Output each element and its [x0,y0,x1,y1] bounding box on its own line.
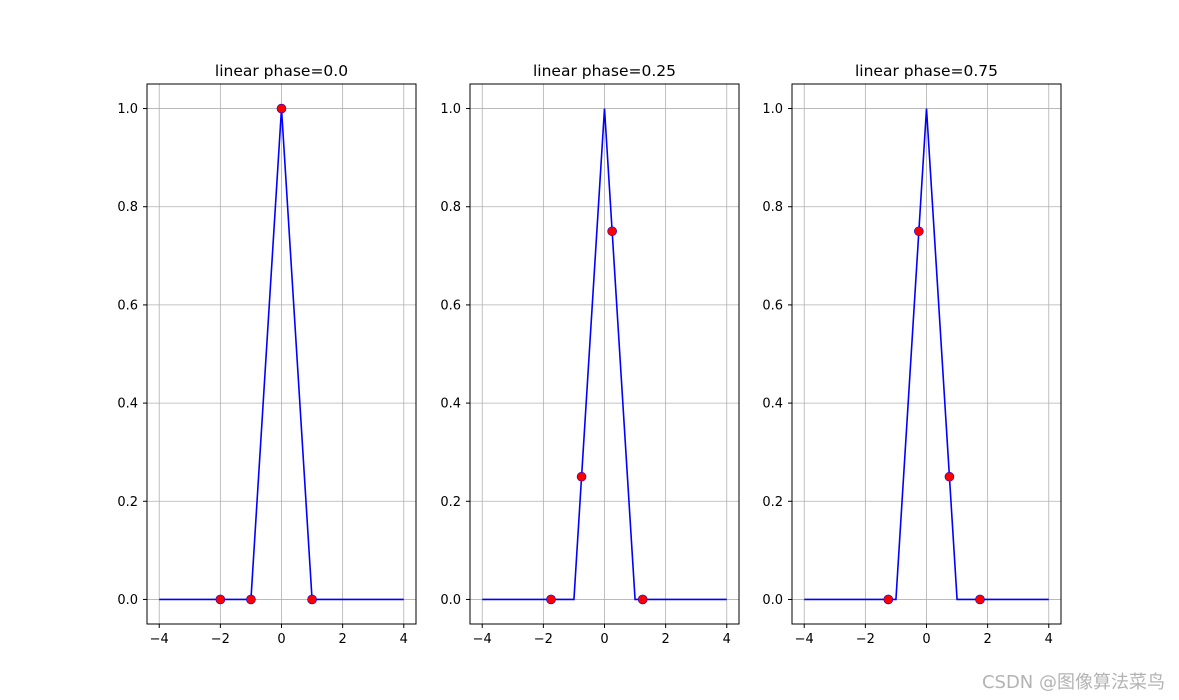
sample-point [246,594,256,605]
x-tick-label: 4 [400,632,408,647]
x-tick-label: 4 [723,632,731,647]
sample-point [215,594,226,605]
y-tick-label: 1.0 [117,102,138,117]
y-tick-label: 0.0 [117,593,138,608]
watermark: CSDN @图像算法菜鸟 [981,672,1165,693]
y-tick-label: 0.6 [117,298,138,313]
sample-point [883,594,894,605]
y-tick-label: 0.2 [440,495,461,510]
y-tick-label: 0.4 [762,397,783,412]
y-tick-label: 0.0 [440,593,461,608]
y-tick-label: 0.2 [762,495,783,510]
y-tick-label: 1.0 [762,102,783,117]
x-tick-label: 0 [600,632,608,647]
x-tick-label: 2 [338,632,346,647]
x-tick-label: 2 [983,632,991,647]
x-tick-label: −2 [211,632,230,647]
x-tick-label: −2 [856,632,875,647]
sample-point [975,594,985,605]
sample-point [576,471,587,482]
subplot-2: −4 −2 0 2 4 0.0 0.2 0.4 0.6 0.8 1.0 linear phase=0.… [440,62,740,647]
x-tick-label: −4 [473,632,492,647]
sample-point [546,594,556,605]
y-tick-label: 0.6 [762,298,783,313]
y-tick-label: 0.0 [762,593,783,608]
y-tick-label: 0.4 [440,397,461,412]
y-tick-label: 0.2 [117,495,138,510]
subplot-3: −4 −2 0 2 4 0.0 0.2 0.4 0.6 0.8 1.0 linear phase=0.… [762,62,1062,647]
y-tick-label: 0.8 [440,200,461,215]
series-line [482,108,727,601]
y-tick-label: 0.6 [440,298,461,313]
y-tick-label: 0.8 [117,200,138,215]
subplot-title: linear phase=0.25 [533,62,676,80]
sample-point [607,226,617,237]
x-tick-label: 4 [1045,632,1053,647]
series-line [804,108,1049,601]
x-tick-label: 0 [922,632,930,647]
y-tick-label: 1.0 [440,102,461,117]
x-tick-label: −2 [534,632,553,647]
y-tick-label: 0.4 [117,397,138,412]
x-tick-label: −4 [150,632,169,647]
x-tick-label: 0 [277,632,285,647]
subplot-title: linear phase=0.0 [215,62,348,80]
y-tick-label: 0.8 [762,200,783,215]
subplot-1: −4 −2 0 2 4 0.0 0.2 0.4 0.6 0.8 1.0 linear phase=0.… [117,62,417,647]
sample-point [276,103,287,114]
x-tick-label: 2 [661,632,669,647]
subplot-title: linear phase=0.75 [855,62,998,80]
sample-point [637,594,648,605]
sample-point [914,226,924,237]
sample-point [944,471,955,482]
sample-point [307,594,317,605]
x-tick-label: −4 [795,632,814,647]
